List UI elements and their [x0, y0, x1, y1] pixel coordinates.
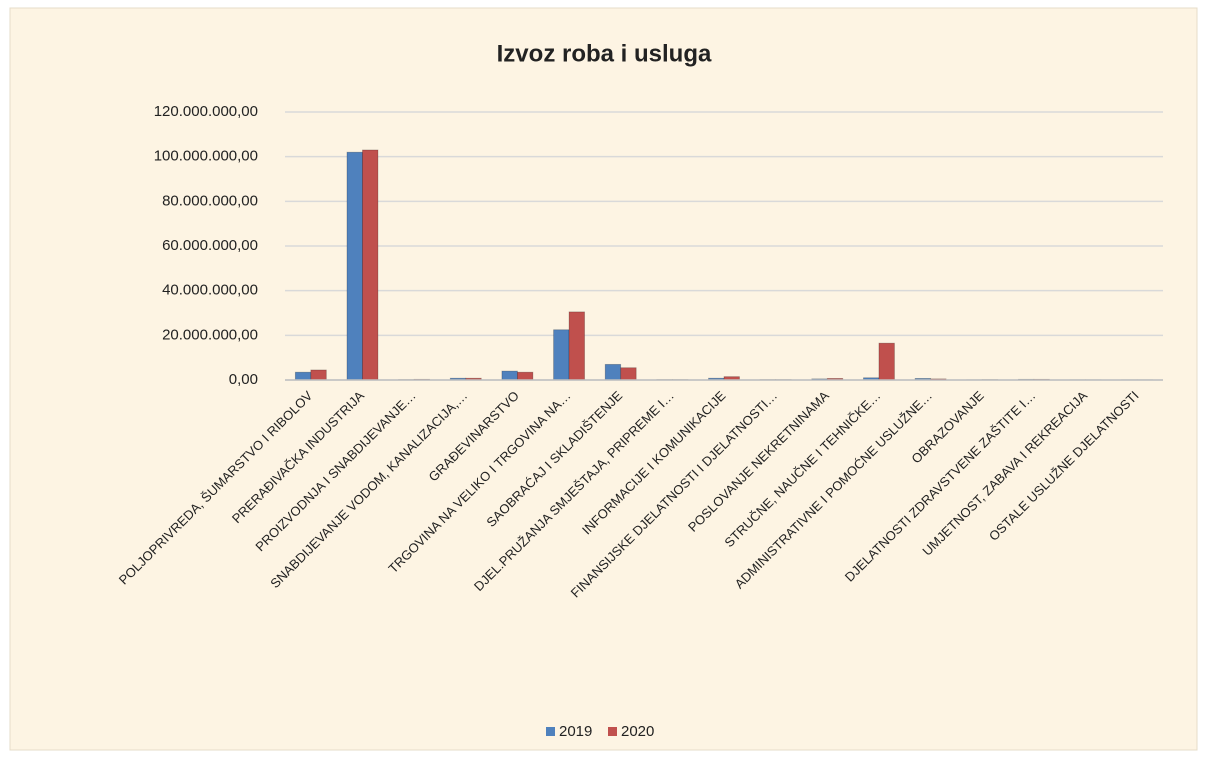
bar: [346, 151, 363, 381]
bar: [604, 363, 622, 381]
bar: [517, 371, 534, 381]
y-tick-label: 40.000.000,00: [162, 282, 258, 299]
bar: [501, 370, 518, 381]
y-tick-label: 120.000.000,00: [154, 103, 258, 120]
y-tick-label: 20.000.000,00: [162, 326, 258, 343]
chart-background: [9, 7, 1198, 751]
y-tick-label: 0,00: [229, 371, 258, 388]
y-tick-label: 60.000.000,00: [162, 237, 258, 254]
bar: [568, 311, 585, 381]
bar: [620, 367, 637, 381]
y-tick-label: 80.000.000,00: [162, 192, 258, 209]
legend-swatch: [546, 727, 555, 736]
legend-label: 2019: [559, 723, 592, 740]
chart-title: Izvoz roba i usluga: [497, 40, 712, 67]
bar: [362, 149, 379, 381]
bar: [294, 371, 312, 381]
legend-label: 2020: [621, 723, 654, 740]
bar: [878, 342, 895, 381]
bar: [310, 369, 327, 381]
bar: [553, 329, 570, 381]
legend-swatch: [608, 727, 617, 736]
y-tick-label: 100.000.000,00: [154, 148, 258, 165]
